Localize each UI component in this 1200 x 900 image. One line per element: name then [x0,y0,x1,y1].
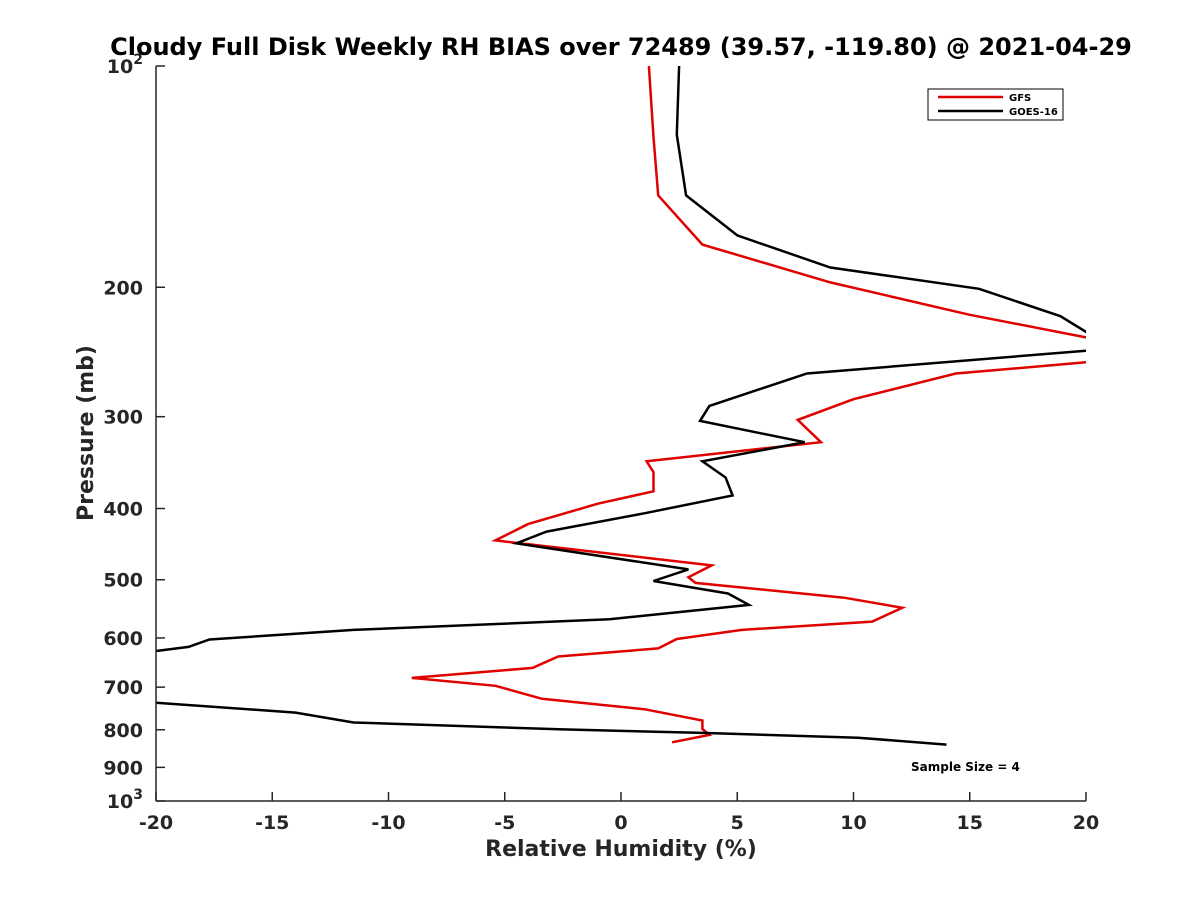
x-tick-label: 10 [840,812,866,834]
sample-size-annotation: Sample Size = 4 [911,760,1020,774]
x-tick-label: 15 [957,812,983,834]
y-tick-label-power: 103 [107,787,143,813]
series-line-goes16 [156,66,1086,746]
x-tick-label: -20 [139,812,173,834]
y-tick-label: 800 [103,720,143,742]
x-tick-label: -15 [255,812,289,834]
y-tick-label: 900 [103,757,143,779]
series-layer [156,66,1086,746]
x-axis-label: Relative Humidity (%) [485,837,757,862]
legend-label-goes16: GOES-16 [1009,107,1058,118]
x-axis-ticks: -20 -15 -10 -5 0 5 10 15 20 [139,792,1099,834]
x-tick-label: 20 [1073,812,1099,834]
y-axis-label: Pressure (mb) [74,345,99,521]
y-tick-label-power: 102 [107,52,143,78]
x-tick-label: 5 [731,812,744,834]
y-axis-ticks: 200 300 400 500 600 700 800 900 102 103 [103,52,165,813]
y-tick-label: 200 [103,277,143,299]
series-line-gfs [411,66,1086,744]
y-tick-label: 300 [103,407,143,429]
legend-box [927,88,1064,121]
x-tick-label: -5 [494,812,515,834]
x-tick-label: -10 [371,812,405,834]
chart-title: Cloudy Full Disk Weekly RH BIAS over 724… [110,33,1132,61]
y-tick-label: 500 [103,570,143,592]
y-tick-label: 400 [103,499,143,521]
legend-label-gfs: GFS [1009,93,1031,104]
x-tick-label: 0 [614,812,627,834]
y-tick-label: 600 [103,628,143,650]
legend: GFS GOES-16 [927,88,1064,121]
y-tick-label: 700 [103,677,143,699]
